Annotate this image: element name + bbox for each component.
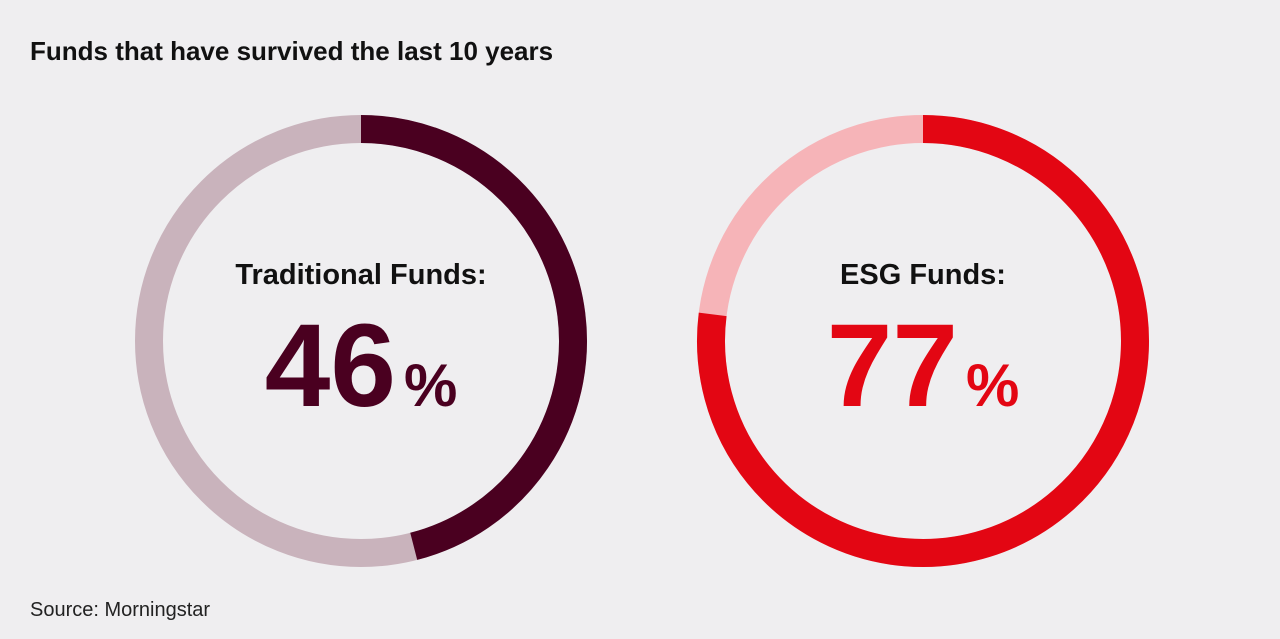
- page-title: Funds that have survived the last 10 yea…: [30, 36, 553, 66]
- value-label: 46%: [265, 300, 458, 432]
- value-label: 77%: [827, 300, 1020, 432]
- donut-title: Traditional Funds:: [235, 259, 486, 291]
- donut-arc: [360, 115, 587, 560]
- donut-arc: [697, 115, 1149, 567]
- donut-title: ESG Funds:: [840, 259, 1006, 291]
- source: Source: Morningstar: [30, 599, 210, 621]
